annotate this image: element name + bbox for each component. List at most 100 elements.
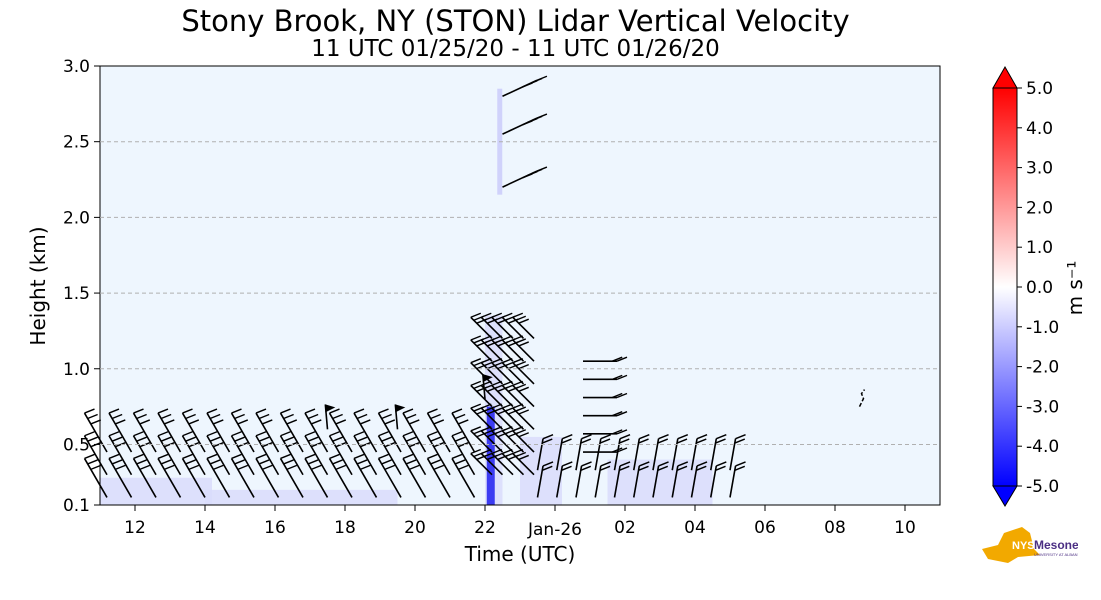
- barb-feather: [111, 436, 123, 442]
- barb-feather: [561, 465, 572, 471]
- barb-feather: [696, 438, 707, 444]
- barb-feather: [735, 461, 746, 467]
- wind-barb: [491, 430, 514, 453]
- barb-feather: [451, 453, 463, 460]
- x-tick-label: 18: [334, 518, 356, 538]
- wind-barb: [353, 435, 378, 476]
- wind-barb: [353, 412, 378, 453]
- wind-barb: [501, 384, 525, 408]
- wind-barb: [304, 412, 329, 453]
- barb-feather: [384, 419, 396, 425]
- wind-barb: [501, 339, 525, 362]
- colorbar-scale: [993, 88, 1017, 486]
- barb-feather: [381, 459, 392, 465]
- wind-barb: [470, 316, 493, 340]
- wind-barb: [536, 438, 544, 471]
- barb-feather: [234, 459, 245, 465]
- wind-barb: [206, 412, 231, 453]
- wind-barb: [255, 412, 280, 453]
- barb-feather: [84, 453, 95, 460]
- barb-feather: [581, 461, 592, 467]
- y-tick-label: 2.0: [63, 208, 90, 228]
- wind-barb: [690, 465, 698, 498]
- wind-barb: [328, 458, 353, 498]
- wind-barb: [132, 458, 157, 498]
- wind-barb: [652, 438, 660, 471]
- barb-feather: [182, 408, 193, 414]
- barb-feather: [481, 448, 492, 455]
- wind-barb: [230, 412, 255, 453]
- barb-feather: [353, 408, 365, 414]
- barb-feather: [542, 461, 554, 467]
- barb-feather: [430, 436, 441, 442]
- wind-barb: [512, 316, 535, 340]
- barb-feather: [430, 413, 441, 420]
- barb-feather: [657, 438, 669, 444]
- barb-feather: [715, 438, 726, 444]
- barb-feather: [185, 413, 196, 420]
- barb-feather: [491, 426, 503, 432]
- barb-feather: [409, 442, 420, 448]
- barb-feather: [160, 413, 172, 420]
- wind-barb: [157, 458, 182, 498]
- wind-barb: [512, 407, 535, 430]
- wind-barb: [451, 458, 476, 498]
- barb-feather: [696, 461, 708, 467]
- wind-barb: [230, 458, 255, 498]
- colorbar-max-arrow: [992, 65, 1018, 89]
- barb-feather: [638, 438, 649, 444]
- wind-barb: [304, 458, 329, 498]
- x-tick-label: 08: [824, 518, 846, 538]
- wind-barb: [512, 452, 535, 476]
- barb-feather: [332, 436, 343, 442]
- barb-feather: [360, 442, 371, 448]
- colorbar-tick-label: 3.0: [1026, 159, 1053, 179]
- barb-feather: [160, 459, 172, 465]
- wind-barb: [512, 430, 535, 453]
- barb-feather: [458, 419, 469, 425]
- barb-feather: [115, 464, 126, 471]
- barb-feather: [136, 413, 147, 420]
- barb-feather: [209, 436, 221, 442]
- wind-barb: [491, 452, 514, 476]
- barb-feather: [90, 464, 102, 471]
- barb-feather: [307, 459, 319, 465]
- barb-feather: [234, 413, 245, 420]
- barb-feather: [311, 442, 322, 448]
- barb-feather: [405, 413, 417, 420]
- y-tick-label: 1.0: [63, 360, 90, 380]
- barb-feather: [307, 413, 319, 420]
- barb-feather: [335, 464, 347, 471]
- barb-feather: [677, 461, 689, 467]
- barb-feather: [402, 408, 414, 414]
- wind-barb: [480, 452, 504, 476]
- wind-barb: [181, 412, 206, 453]
- barb-feather: [262, 464, 273, 471]
- barb-feather: [515, 315, 527, 321]
- barb-feather: [164, 464, 175, 471]
- wind-barb: [480, 407, 504, 430]
- barb-feather: [657, 465, 669, 471]
- barb-feather: [502, 403, 513, 409]
- wind-barb: [470, 362, 493, 385]
- colorbar-tick-label: 4.0: [1026, 119, 1053, 139]
- y-axis: 0.1 0.5 1.0 1.5 2.0 2.5 3.0: [63, 57, 940, 516]
- wind-barb: [501, 316, 525, 340]
- barb-feather: [491, 335, 503, 341]
- barb-feather: [258, 436, 270, 442]
- barb-feather: [491, 312, 503, 318]
- wind-barb: [377, 435, 402, 476]
- barb-feather: [237, 464, 249, 471]
- barb-feather: [332, 413, 343, 420]
- barb-flag: [325, 404, 336, 413]
- barb-feather: [84, 431, 95, 437]
- barb-feather: [262, 419, 273, 425]
- barb-feather: [329, 408, 340, 414]
- wind-barb: [470, 452, 493, 476]
- barb-feather: [139, 464, 151, 471]
- barb-feather: [481, 403, 492, 409]
- wind-barbs: [83, 75, 866, 498]
- wind-barb: [279, 458, 304, 498]
- barb-feather: [515, 406, 527, 412]
- colorbar: 5.0 4.0 3.0 2.0 1.0 0.0 -1.0 -2.0 -3.0 -4.0 -5.0: [992, 65, 1059, 507]
